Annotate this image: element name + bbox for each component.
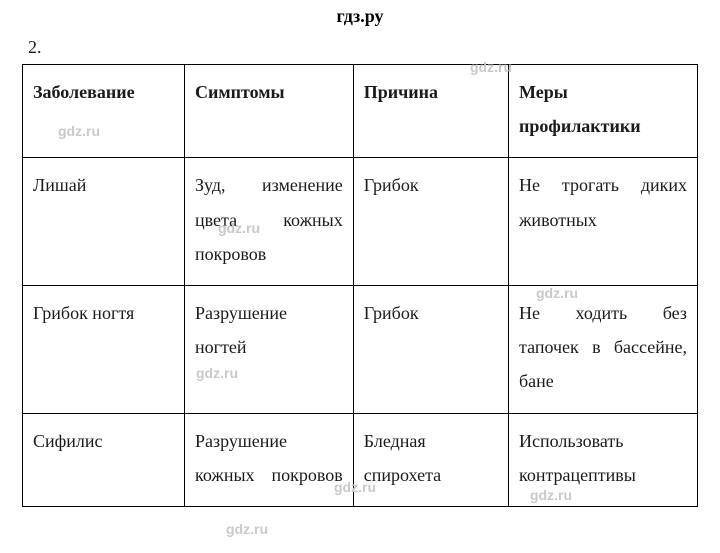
cell-prevention: Использовать контрацептивы — [509, 413, 698, 506]
table-header-row: Заболевание Симптомы Причина Меры профил… — [23, 65, 698, 158]
table-row: Грибок ногтя Разрушение ногтей Грибок Не… — [23, 285, 698, 413]
cell-symptoms: Зуд, изменение цвета кожных покровов — [185, 158, 354, 286]
table-row: Лишай Зуд, изменение цвета кожных покров… — [23, 158, 698, 286]
cell-cause: Грибок — [353, 285, 508, 413]
header-disease: Заболевание — [23, 65, 185, 158]
cell-symptoms: Разрушение ногтей — [185, 285, 354, 413]
page-title: гдз.ру — [0, 0, 720, 27]
header-cause: Причина — [353, 65, 508, 158]
content-wrapper: gdz.ru gdz.ru gdz.ru gdz.ru gdz.ru gdz.r… — [0, 27, 720, 507]
disease-table: Заболевание Симптомы Причина Меры профил… — [22, 64, 698, 507]
watermark: gdz.ru — [226, 521, 268, 537]
header-prevention: Меры профилактики — [509, 65, 698, 158]
item-number: 2. — [28, 37, 698, 58]
cell-prevention: Не ходить без тапочек в бассейне, бане — [509, 285, 698, 413]
cell-cause: Бледная спирохета — [353, 413, 508, 506]
cell-prevention: Не трогать диких животных — [509, 158, 698, 286]
cell-disease: Лишай — [23, 158, 185, 286]
table-row: Сифилис Разрушение кожных покровов Бледн… — [23, 413, 698, 506]
cell-disease: Грибок ногтя — [23, 285, 185, 413]
cell-symptoms: Разрушение кожных покровов — [185, 413, 354, 506]
cell-disease: Сифилис — [23, 413, 185, 506]
header-symptoms: Симптомы — [185, 65, 354, 158]
cell-cause: Грибок — [353, 158, 508, 286]
